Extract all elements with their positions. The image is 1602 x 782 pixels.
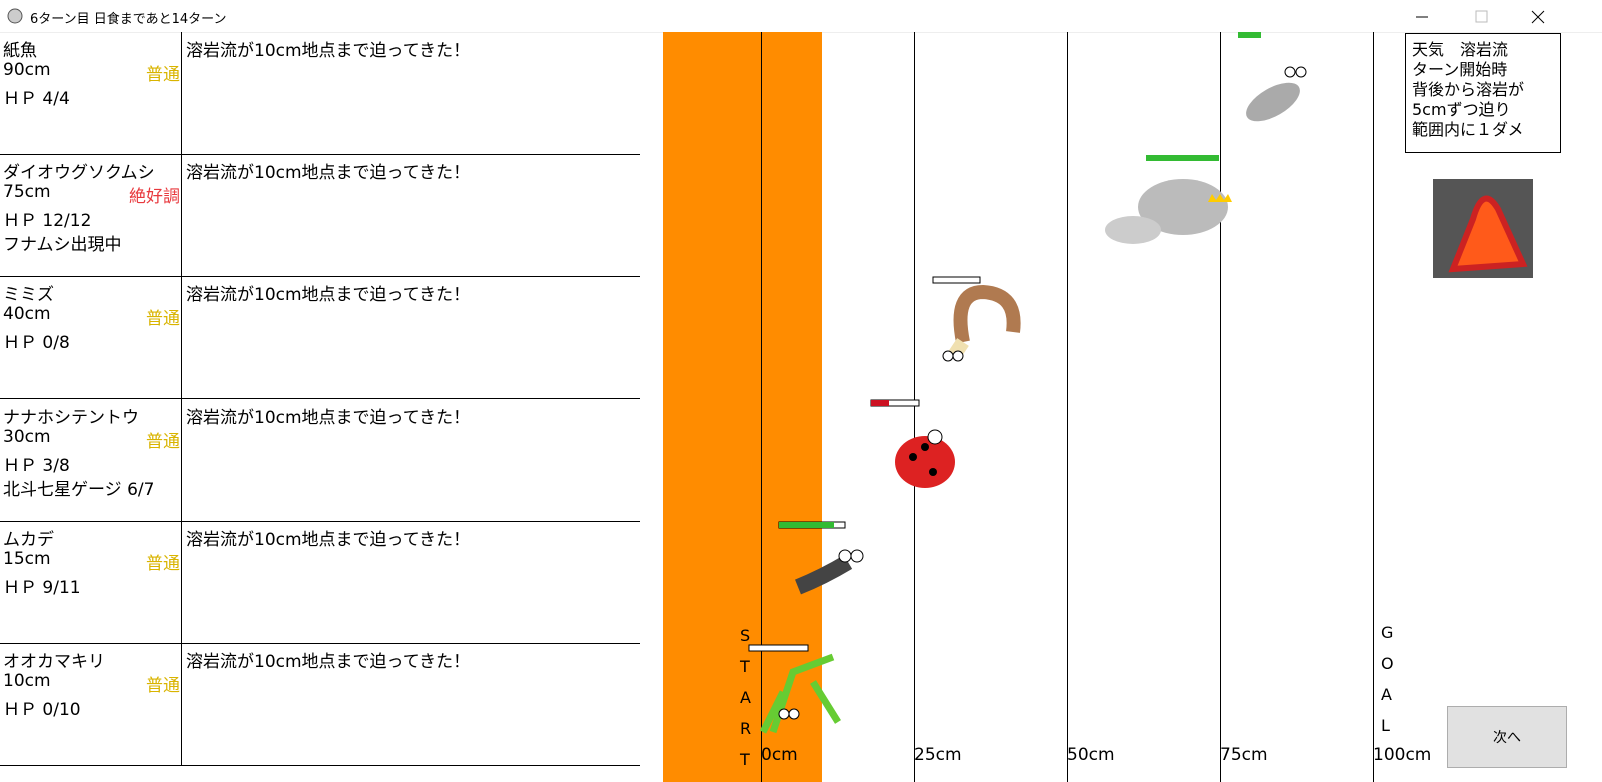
silverfish — [1238, 32, 1307, 122]
racer-message: 溶岩流が10cm地点まで迫ってきた！ — [186, 163, 471, 184]
earthworm — [932, 276, 1021, 362]
distance-line — [1067, 32, 1068, 782]
racer-condition: 絶好調 — [129, 187, 180, 208]
distance-line — [1220, 32, 1221, 782]
distance-line — [1373, 32, 1374, 782]
racer-message: 溶岩流が10cm地点まで迫ってきた！ — [186, 41, 471, 61]
racer-row: オオカマキリ 10cm 普通 ＨＰ 0/10 溶岩流が10cm地点まで迫ってきた！ — [0, 643, 640, 766]
racer-name: 紙魚 — [3, 41, 37, 61]
racer-distance: 40cm — [3, 304, 51, 325]
weather-box: 天気 溶岩流 ターン開始時 背後から溶岩が 5cmずつ迫り 範囲内に１ダメ — [1405, 33, 1561, 153]
ladybug — [870, 399, 955, 488]
start-label: START — [740, 626, 752, 769]
racer-distance: 75cm — [3, 182, 51, 203]
weather-line: 天気 溶岩流 — [1412, 40, 1509, 59]
racer-row: ナナホシテントウ 30cm 普通 ＨＰ 3/8 北斗七星ゲージ 6/7 溶岩流が10cm地… — [0, 399, 640, 522]
racer-note: フナムシ出現中 — [3, 235, 122, 256]
lava-icon — [1433, 179, 1533, 278]
racer-row: ダイオウグソクムシ 75cm 絶好調 ＨＰ 12/12 フナムシ出現中 溶岩流が10cm地… — [0, 154, 640, 278]
racer-hp: ＨＰ 12/12 — [3, 211, 92, 232]
distance-line — [761, 32, 762, 782]
racer-message: 溶岩流が10cm地点まで迫ってきた！ — [186, 285, 471, 306]
racer-distance: 30cm — [3, 426, 51, 447]
racer-message: 溶岩流が10cm地点まで迫ってきた！ — [186, 407, 471, 428]
racer-note: 北斗七星ゲージ 6/7 — [3, 479, 155, 500]
lava-area — [663, 32, 822, 782]
racer-name: オオカマキリ — [3, 652, 105, 672]
axis-label: 75cm — [1220, 745, 1268, 765]
racer-row: 紙魚 90cm 普通 ＨＰ 4/4 溶岩流が10cm地点まで迫ってきた！ — [0, 32, 640, 155]
axis-label: 0cm — [761, 745, 798, 765]
weather-line: ターン開始時 — [1412, 60, 1508, 79]
next-button[interactable]: 次へ — [1447, 706, 1567, 768]
axis-label: 100cm — [1373, 745, 1432, 765]
racer-condition: 普通 — [146, 431, 180, 452]
racer-hp: ＨＰ 0/8 — [3, 333, 70, 354]
window-controls[interactable] — [1410, 6, 1560, 26]
racer-hp: ＨＰ 4/4 — [3, 89, 70, 109]
goal-label: GOAL — [1381, 623, 1394, 735]
axis-label: 50cm — [1067, 745, 1115, 765]
racer-name: ナナホシテントウ — [3, 407, 139, 428]
weather-line: 背後から溶岩が — [1412, 80, 1525, 99]
racer-condition: 普通 — [146, 676, 180, 696]
racer-condition: 普通 — [146, 309, 180, 330]
racer-distance: 90cm — [3, 60, 51, 80]
mantis — [748, 644, 841, 734]
title-bar: 6ターン目 日食まであと14ターン — [0, 0, 1602, 33]
racer-name: ムカデ — [3, 529, 54, 550]
bugs — [748, 32, 1307, 734]
axis-label: 25cm — [914, 745, 962, 765]
app-icon — [7, 8, 23, 24]
centipede — [778, 521, 864, 595]
racer-hp: ＨＰ 0/10 — [3, 700, 81, 720]
window-title: 6ターン目 日食まであと14ターン — [30, 12, 227, 27]
racer-row: ムカデ 15cm 普通 ＨＰ 9/11 溶岩流が10cm地点まで迫ってきた！ — [0, 521, 640, 644]
distance-line — [914, 32, 915, 782]
racer-message: 溶岩流が10cm地点まで迫ってきた！ — [186, 529, 471, 550]
racer-row: ミミズ 40cm 普通 ＨＰ 0/8 溶岩流が10cm地点まで迫ってきた！ — [0, 276, 640, 400]
weather-line: 範囲内に１ダメ — [1412, 120, 1524, 139]
racer-hp: ＨＰ 9/11 — [3, 577, 81, 598]
isopod — [1105, 155, 1232, 244]
racer-condition: 普通 — [146, 65, 180, 85]
racer-hp: ＨＰ 3/8 — [3, 455, 70, 476]
racer-condition: 普通 — [146, 553, 180, 574]
racer-name: ミミズ — [3, 285, 54, 306]
racer-message: 溶岩流が10cm地点まで迫ってきた！ — [186, 652, 471, 672]
column-divider — [181, 32, 182, 765]
racer-distance: 10cm — [3, 671, 51, 691]
racer-name: ダイオウグソクムシ — [3, 163, 155, 184]
weather-line: 5cmずつ迫り — [1412, 100, 1511, 119]
racer-distance: 15cm — [3, 548, 51, 569]
